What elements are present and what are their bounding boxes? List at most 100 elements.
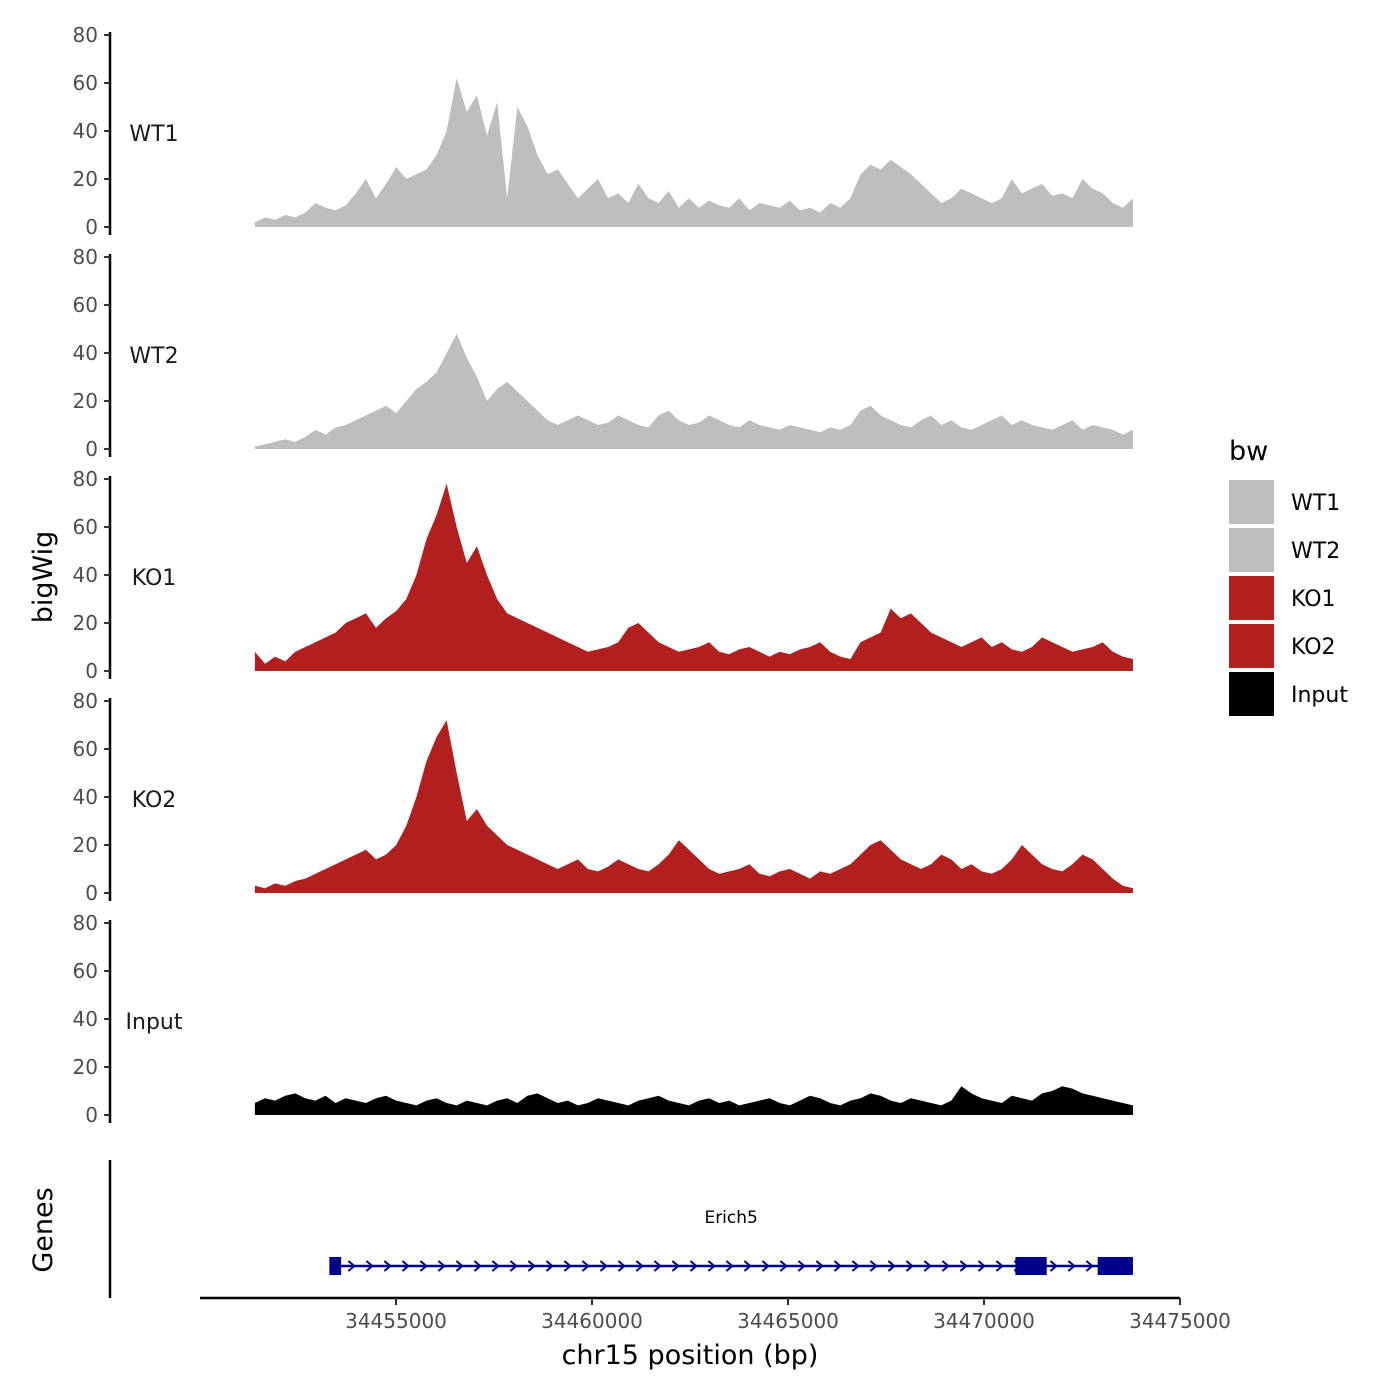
strand-arrow	[1049, 1260, 1058, 1272]
y-tick-label: 0	[85, 1103, 98, 1127]
y-tick-label: 0	[85, 659, 98, 683]
y-tick-label: 60	[73, 959, 98, 983]
strand-arrow	[779, 1260, 788, 1272]
legend-label: WT1	[1291, 491, 1340, 516]
strand-arrow	[653, 1260, 662, 1272]
gene-label: Erich5	[704, 1208, 757, 1228]
track-label: WT2	[129, 344, 178, 369]
track-label: WT1	[129, 122, 178, 147]
legend-swatch	[1229, 480, 1274, 524]
y-tick-label: 80	[73, 467, 98, 491]
y-tick-label: 60	[73, 737, 98, 761]
strand-arrow	[689, 1260, 698, 1272]
strand-arrow	[941, 1260, 950, 1272]
y-tick-label: 40	[73, 785, 98, 809]
strand-arrow	[923, 1260, 932, 1272]
area-ko2	[254, 720, 1133, 893]
y-tick-label: 40	[73, 1007, 98, 1031]
strand-arrow	[671, 1260, 680, 1272]
track-label: Input	[126, 1010, 183, 1035]
area-wt1	[254, 78, 1133, 227]
strand-arrow	[509, 1260, 518, 1272]
area-wt2	[254, 333, 1133, 449]
legend-item-input: Input	[1229, 672, 1348, 716]
x-tick-label: 34470000	[933, 1309, 1035, 1333]
y-axis-title: bigWig	[28, 531, 59, 624]
strand-arrow	[977, 1260, 986, 1272]
tracks: 0 20 40 60 80 WT1 0 20 40 60 80 WT2 0 20 40 60 80 KO1 0 20 4…	[73, 23, 1133, 1127]
legend-swatch	[1229, 624, 1274, 668]
exon	[1097, 1257, 1133, 1275]
strand-arrow	[869, 1260, 878, 1272]
strand-arrow	[959, 1260, 968, 1272]
strand-arrow	[545, 1260, 554, 1272]
x-tick-label: 34465000	[737, 1309, 839, 1333]
legend-swatch	[1229, 672, 1274, 716]
track-label: KO2	[132, 788, 177, 813]
strand-arrow	[419, 1260, 428, 1272]
strand-arrow	[491, 1260, 500, 1272]
legend-item-wt2: WT2	[1229, 528, 1340, 572]
strand-arrow	[887, 1260, 896, 1272]
track-wt1: 0 20 40 60 80 WT1	[73, 23, 1133, 239]
strand-arrow	[905, 1260, 914, 1272]
strand-arrow	[761, 1260, 770, 1272]
strand-arrow	[365, 1260, 374, 1272]
strand-arrow	[851, 1260, 860, 1272]
strand-arrow	[437, 1260, 446, 1272]
strand-arrow	[995, 1260, 1004, 1272]
strand-arrow	[815, 1260, 824, 1272]
track-ko2: 0 20 40 60 80 KO2	[73, 689, 1133, 905]
y-tick-label: 20	[73, 1055, 98, 1079]
legend-title: bw	[1229, 436, 1268, 467]
y-tick-label: 60	[73, 293, 98, 317]
strand-arrow	[725, 1260, 734, 1272]
y-tick-label: 40	[73, 563, 98, 587]
y-tick-label: 20	[73, 167, 98, 191]
strand-arrow	[455, 1260, 464, 1272]
strand-arrow	[581, 1260, 590, 1272]
legend-item-ko1: KO1	[1229, 576, 1336, 620]
track-wt2: 0 20 40 60 80 WT2	[73, 245, 1133, 461]
y-tick-label: 80	[73, 245, 98, 269]
y-tick-label: 60	[73, 71, 98, 95]
legend-swatch	[1229, 528, 1274, 572]
strand-arrow	[617, 1260, 626, 1272]
strand-arrow	[347, 1260, 356, 1272]
legend-label: Input	[1291, 683, 1348, 708]
strand-arrow	[1067, 1260, 1076, 1272]
area-input	[254, 1086, 1133, 1115]
strand-arrow	[473, 1260, 482, 1272]
exon	[1015, 1257, 1047, 1275]
x-tick-label: 34460000	[541, 1309, 643, 1333]
y-tick-label: 0	[85, 215, 98, 239]
x-axis-title: chr15 position (bp)	[562, 1340, 819, 1371]
strand-arrow	[743, 1260, 752, 1272]
strand-arrow	[833, 1260, 842, 1272]
strand-arrow	[635, 1260, 644, 1272]
y-tick-label: 20	[73, 389, 98, 413]
strand-arrow	[401, 1260, 410, 1272]
strand-arrow	[383, 1260, 392, 1272]
y-tick-label: 80	[73, 23, 98, 47]
track-input: 0 20 40 60 80 Input	[73, 911, 1133, 1127]
legend-item-ko2: KO2	[1229, 624, 1336, 668]
y-tick-label: 40	[73, 341, 98, 365]
y-tick-label: 80	[73, 911, 98, 935]
y-tick-label: 60	[73, 515, 98, 539]
legend-swatch	[1229, 576, 1274, 620]
legend-label: KO1	[1291, 587, 1336, 612]
legend-item-wt1: WT1	[1229, 480, 1340, 524]
strand-arrow	[527, 1260, 536, 1272]
strand-arrow	[563, 1260, 572, 1272]
legend: WT1 WT2 KO1 KO2 Input	[1229, 480, 1348, 716]
y-tick-label: 20	[73, 611, 98, 635]
x-tick-label: 34475000	[1129, 1309, 1231, 1333]
x-axis: 34455000 34460000 34465000 34470000 34475000	[200, 1296, 1231, 1333]
y-tick-label: 20	[73, 833, 98, 857]
exon	[329, 1257, 342, 1275]
strand-arrow	[599, 1260, 608, 1272]
y-tick-label: 80	[73, 689, 98, 713]
genes-title: Genes	[28, 1187, 59, 1272]
